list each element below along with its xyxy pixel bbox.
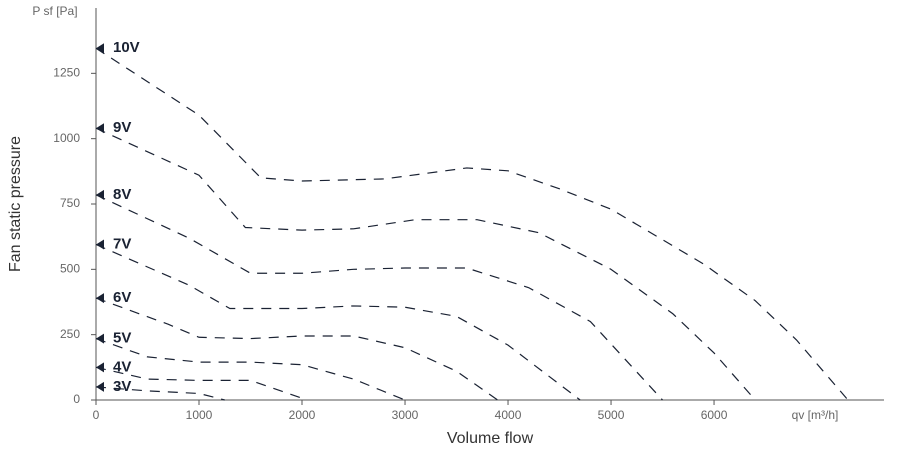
series-line xyxy=(95,194,663,401)
y-tick-label: 500 xyxy=(60,262,80,276)
start-marker xyxy=(96,362,104,373)
start-marker xyxy=(96,43,104,54)
series-label: 4V xyxy=(113,358,131,375)
series-label: 7V xyxy=(113,235,131,252)
x-tick-label: 0 xyxy=(93,408,100,422)
y-tick-label: 1250 xyxy=(53,66,80,80)
start-marker xyxy=(96,381,104,392)
start-marker xyxy=(96,189,104,200)
x-tick-label: 5000 xyxy=(598,408,625,422)
series-label: 3V xyxy=(113,378,131,395)
series-label: 10V xyxy=(113,39,140,56)
x-tick-label: 2000 xyxy=(289,408,316,422)
y-tick-label: 750 xyxy=(60,196,80,210)
y-tick-label: 250 xyxy=(60,327,80,341)
series-label: 5V xyxy=(113,330,131,347)
series-line xyxy=(95,243,581,401)
x-unit-label: qv [m³/h] xyxy=(792,408,839,422)
x-tick-label: 6000 xyxy=(701,408,728,422)
x-tick-label: 4000 xyxy=(495,408,522,422)
series-line xyxy=(95,297,499,401)
y-unit-label: P sf [Pa] xyxy=(32,4,77,18)
x-tick-label: 1000 xyxy=(186,408,213,422)
start-marker xyxy=(96,293,104,304)
start-marker xyxy=(96,239,104,250)
series-line xyxy=(95,47,849,401)
start-marker xyxy=(96,123,104,134)
x-tick-label: 3000 xyxy=(392,408,419,422)
series-line xyxy=(95,386,225,401)
series-label: 9V xyxy=(113,119,131,136)
y-tick-label: 1000 xyxy=(53,131,80,145)
series-label: 8V xyxy=(113,186,131,203)
series-line xyxy=(95,127,756,401)
x-axis-title: Volume flow xyxy=(447,430,534,447)
start-marker xyxy=(96,333,104,344)
series-label: 6V xyxy=(113,289,131,306)
series-line xyxy=(95,338,406,401)
y-axis-title: Fan static pressure xyxy=(7,136,24,272)
y-tick-label: 0 xyxy=(73,392,80,406)
